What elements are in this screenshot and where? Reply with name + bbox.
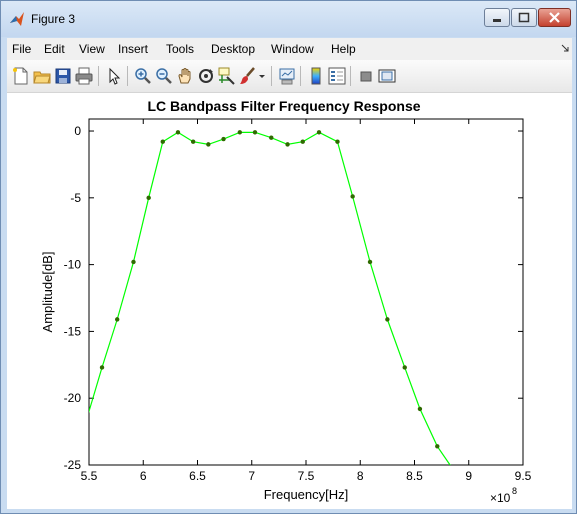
link-plot-icon[interactable] <box>278 67 296 85</box>
x-tick-label: 5.5 <box>81 469 98 483</box>
new-figure-icon[interactable] <box>12 67 30 85</box>
data-point[interactable] <box>269 135 274 140</box>
rotate-3d-icon[interactable] <box>197 67 215 85</box>
data-point[interactable] <box>452 469 456 473</box>
data-point[interactable] <box>435 444 440 449</box>
menu-tools[interactable]: Tools <box>166 42 195 56</box>
close-button[interactable] <box>538 8 571 27</box>
data-point[interactable] <box>206 142 211 147</box>
series-line <box>89 131 451 465</box>
toolbar-separator <box>350 66 351 86</box>
edit-plot-arrow-icon[interactable] <box>105 67 123 85</box>
x-tick-label: 7 <box>248 469 255 483</box>
x-axis-label: Frequency[Hz] <box>264 487 349 502</box>
data-point[interactable] <box>84 420 88 424</box>
data-point[interactable] <box>350 194 355 199</box>
menu-edit[interactable]: Edit <box>44 42 65 56</box>
data-point[interactable] <box>160 139 165 144</box>
minimize-icon <box>493 19 501 22</box>
menu-insert[interactable]: Insert <box>118 42 149 56</box>
x-tick-label: 9 <box>465 469 472 483</box>
data-point[interactable] <box>146 195 151 201</box>
figure-canvas: LC Bandpass Filter Frequency Response 5.… <box>7 93 572 509</box>
data-point[interactable] <box>221 136 226 142</box>
minimize-button[interactable] <box>484 8 510 27</box>
maximize-button[interactable] <box>511 8 537 27</box>
x-tick-label: 6 <box>140 469 147 483</box>
x-tick-label: 6.5 <box>189 469 206 483</box>
brush-dropdown-icon[interactable] <box>258 67 266 85</box>
save-icon[interactable] <box>54 67 72 85</box>
y-tick-label: -20 <box>64 391 82 405</box>
data-point[interactable] <box>367 259 373 265</box>
menu-file[interactable]: File <box>12 42 32 56</box>
colorbar-icon[interactable] <box>307 67 325 85</box>
menu-help[interactable]: Help <box>331 42 356 56</box>
menu-desktop[interactable]: Desktop <box>211 42 256 56</box>
y-axis-label: Amplitude[dB] <box>40 252 55 333</box>
data-point[interactable] <box>385 317 390 322</box>
show-plot-tools-icon[interactable] <box>378 67 396 85</box>
menu-dock-arrow-icon[interactable] <box>561 44 569 52</box>
data-point[interactable] <box>335 139 340 144</box>
pan-hand-icon[interactable] <box>176 67 194 85</box>
menu-window[interactable]: Window <box>271 42 314 56</box>
brush-icon[interactable] <box>239 67 257 85</box>
title-bar[interactable]: Figure 3 <box>1 1 576 37</box>
data-point[interactable] <box>237 130 243 135</box>
data-point[interactable] <box>252 130 258 135</box>
plot-axes-box[interactable] <box>88 118 524 466</box>
x-exponent-power: 8 <box>512 486 517 496</box>
matlab-logo-icon <box>10 12 24 26</box>
axis-ticks: 5.5 6 6.5 7 7.5 8 8.5 9 9.5 0 -5 -10 -15 -20 -25 <box>64 119 532 483</box>
open-file-icon[interactable] <box>33 67 51 85</box>
data-cursor-icon[interactable] <box>218 67 236 85</box>
close-icon <box>549 12 560 23</box>
plot-svg: LC Bandpass Filter Frequency Response 5.… <box>40 98 532 505</box>
toolbar-separator <box>271 66 272 86</box>
data-point[interactable] <box>175 130 181 135</box>
data-series <box>84 130 473 500</box>
data-point[interactable] <box>190 139 196 144</box>
x-tick-label: 8.5 <box>406 469 423 483</box>
figure-toolbar <box>7 60 572 93</box>
data-point[interactable] <box>469 496 473 500</box>
toolbar-separator <box>127 66 128 86</box>
x-tick-label: 8 <box>357 469 364 483</box>
menu-view[interactable]: View <box>79 42 105 56</box>
data-point[interactable] <box>285 142 290 147</box>
print-icon[interactable] <box>75 67 93 85</box>
toolbar-separator <box>300 66 301 86</box>
hide-plot-tools-icon[interactable] <box>357 67 375 85</box>
y-tick-label: 0 <box>74 124 81 138</box>
y-tick-label: -5 <box>70 191 81 205</box>
legend-icon[interactable] <box>328 67 346 85</box>
x-tick-label: 9.5 <box>515 469 532 483</box>
data-point[interactable] <box>402 365 407 370</box>
menu-bar: File Edit View Insert Tools Desktop Wind… <box>7 38 572 60</box>
data-point[interactable] <box>417 406 423 412</box>
window-title: Figure 3 <box>31 12 76 26</box>
x-tick-label: 7.5 <box>298 469 315 483</box>
data-point[interactable] <box>99 365 105 370</box>
maximize-icon <box>518 12 530 23</box>
zoom-out-icon[interactable] <box>155 67 173 85</box>
y-tick-label: -10 <box>64 258 82 272</box>
y-tick-label: -25 <box>64 458 82 472</box>
toolbar-separator <box>98 66 99 86</box>
data-point[interactable] <box>316 130 322 135</box>
data-point[interactable] <box>300 139 305 144</box>
chart-title: LC Bandpass Filter Frequency Response <box>147 98 420 114</box>
data-point[interactable] <box>115 317 120 322</box>
y-tick-label: -15 <box>64 324 82 338</box>
x-exponent-base: ×10 <box>490 491 511 505</box>
zoom-in-icon[interactable] <box>134 67 152 85</box>
data-point[interactable] <box>131 259 136 265</box>
